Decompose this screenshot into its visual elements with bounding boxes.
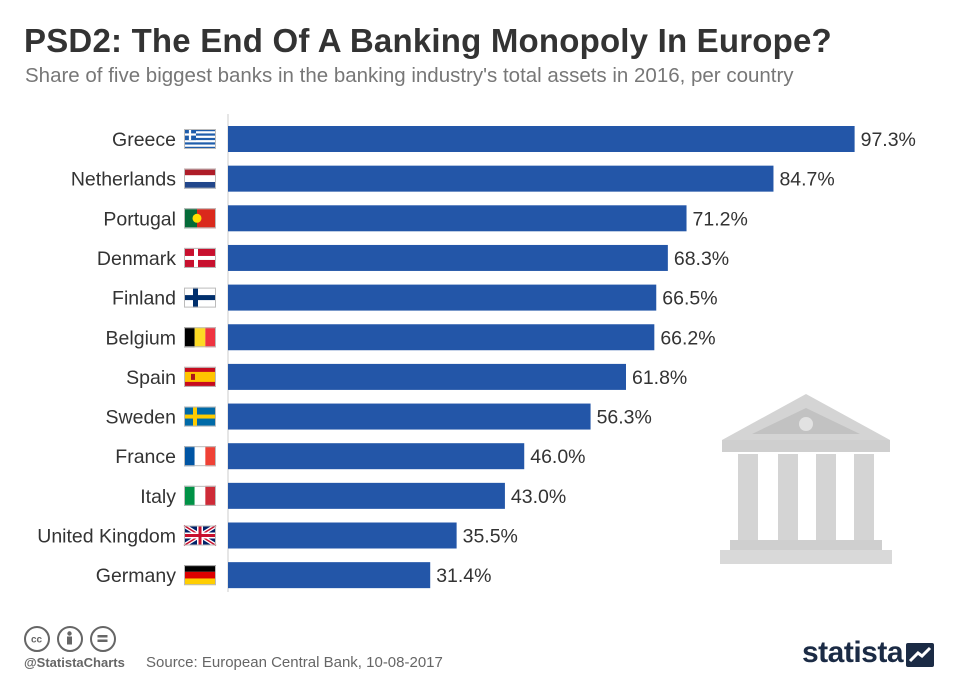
category-label: Belgium bbox=[106, 327, 176, 349]
data-label: 66.5% bbox=[662, 288, 717, 310]
category-label: Portugal bbox=[103, 208, 176, 230]
bar bbox=[228, 284, 657, 311]
france-flag-icon bbox=[184, 446, 216, 467]
italy-flag-icon bbox=[184, 485, 216, 506]
bank-building-icon bbox=[720, 394, 892, 564]
category-label: Italy bbox=[140, 486, 176, 508]
denmark-flag-icon bbox=[184, 247, 216, 268]
greece-flag-icon bbox=[184, 129, 216, 149]
bar bbox=[228, 205, 687, 232]
bar bbox=[228, 562, 431, 589]
germany-flag-icon bbox=[184, 565, 216, 586]
data-label: 97.3% bbox=[861, 129, 916, 151]
data-label: 31.4% bbox=[436, 565, 491, 587]
category-label: Germany bbox=[96, 565, 176, 587]
spain-flag-icon bbox=[184, 366, 216, 387]
source-note: Source: European Central Bank, 10-08-201… bbox=[146, 654, 443, 671]
bar bbox=[228, 126, 855, 152]
bar bbox=[228, 363, 626, 390]
bar-chart: Greece 97.3% Netherlands 84.7% Portugal 71.2%… bbox=[37, 114, 916, 592]
category-label: France bbox=[115, 446, 176, 468]
bar bbox=[228, 443, 525, 470]
svg-text:cc: cc bbox=[31, 635, 43, 646]
category-label: United Kingdom bbox=[37, 526, 176, 548]
data-label: 43.0% bbox=[511, 486, 566, 508]
data-label: 35.5% bbox=[463, 526, 518, 548]
category-label: Spain bbox=[126, 367, 176, 389]
no-derivatives-icon bbox=[90, 626, 116, 652]
chart-title: PSD2: The End Of A Banking Monopoly In E… bbox=[24, 22, 832, 59]
united-kingdom-flag-icon bbox=[182, 523, 218, 548]
data-label: 71.2% bbox=[693, 208, 748, 230]
category-label: Greece bbox=[112, 129, 176, 151]
category-label: Finland bbox=[112, 288, 176, 310]
finland-flag-icon bbox=[184, 287, 216, 308]
data-label: 46.0% bbox=[530, 446, 585, 468]
chart-subtitle: Share of five biggest banks in the banki… bbox=[25, 64, 794, 87]
bar bbox=[228, 522, 457, 549]
category-label: Sweden bbox=[106, 407, 176, 429]
bar bbox=[228, 324, 655, 351]
data-label: 56.3% bbox=[597, 407, 652, 429]
statista-logo: statista bbox=[802, 636, 904, 669]
statista-logo-icon bbox=[906, 643, 934, 667]
data-label: 84.7% bbox=[779, 169, 834, 191]
data-label: 68.3% bbox=[674, 248, 729, 270]
sweden-flag-icon bbox=[184, 406, 216, 427]
data-label: 61.8% bbox=[632, 367, 687, 389]
category-label: Denmark bbox=[97, 248, 176, 270]
category-label: Netherlands bbox=[71, 169, 176, 191]
bar bbox=[228, 482, 505, 509]
footer-handle: @StatistaCharts bbox=[24, 655, 125, 670]
data-label: 66.2% bbox=[660, 327, 715, 349]
bar bbox=[228, 403, 591, 430]
attribution-icon bbox=[57, 626, 83, 652]
netherlands-flag-icon bbox=[184, 168, 216, 189]
portugal-flag-icon bbox=[184, 208, 216, 229]
cc-icon: cc bbox=[24, 626, 50, 652]
bar bbox=[228, 244, 668, 271]
belgium-flag-icon bbox=[184, 327, 216, 348]
bar bbox=[228, 165, 774, 192]
